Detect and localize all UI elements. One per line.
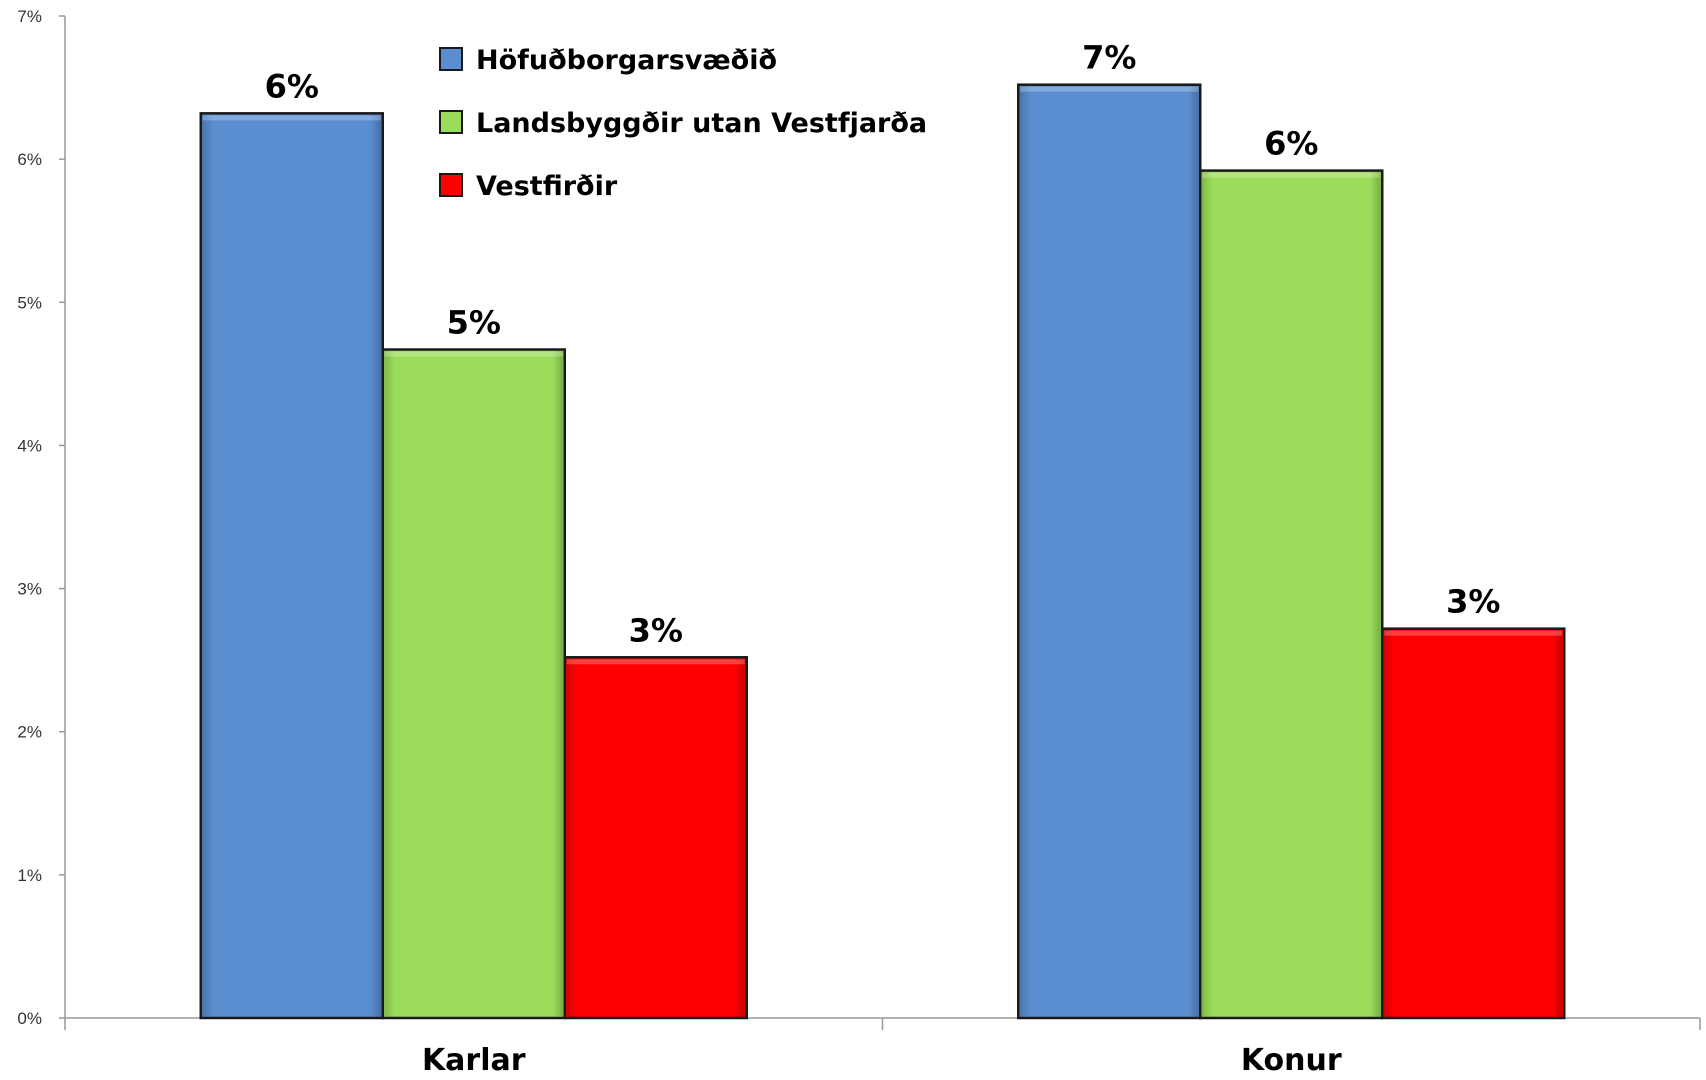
bar-bevel [1383,630,1563,1017]
legend-swatch [439,173,463,197]
bar-bevel [566,658,746,1017]
legend-item: Landsbyggðir utan Vestfjarða [439,108,927,139]
legend-label: Höfuðborgarsvæðið [476,45,777,76]
bar-highlight [1384,630,1563,636]
bar-bevel [202,114,382,1017]
bar-highlight [1202,172,1381,178]
data-label: 3% [629,611,683,649]
legend-item: Höfuðborgarsvæðið [439,45,777,76]
data-label: 6% [265,67,319,105]
bar-karlar-series-1 [199,112,384,1020]
legend-label: Vestfirðir [476,171,618,202]
y-tick-label: 7% [17,7,42,26]
bar-highlight [202,115,381,121]
bar-bevel [384,351,564,1017]
y-tick-label: 5% [17,293,42,312]
bar-bevel [1019,86,1199,1017]
data-label: 3% [1446,583,1500,621]
bar-highlight [1020,86,1199,92]
bar-konur-series-3 [1381,627,1566,1020]
bar-konur-series-2 [1199,169,1384,1020]
y-tick-label: 6% [17,150,42,169]
data-labels: 6% 5% 3% 7% 6% 3% [265,39,1501,650]
category-label: Konur [1241,1043,1342,1078]
bar-karlar-series-2 [381,348,566,1020]
bars [199,83,1566,1020]
bar-karlar-series-3 [563,656,748,1020]
y-tick-label: 3% [17,580,42,599]
bar-bevel [1201,172,1381,1017]
y-tick-label: 4% [17,436,42,455]
bar-highlight [566,659,745,665]
legend-swatch [439,47,463,71]
category-label: Karlar [422,1043,526,1078]
y-tick-label: 0% [17,1009,42,1028]
data-label: 7% [1082,39,1136,77]
data-label: 5% [447,304,501,342]
y-tick-label: 1% [17,866,42,885]
legend-swatch [439,110,463,134]
legend-item: Vestfirðir [439,171,618,202]
legend-label: Landsbyggðir utan Vestfjarða [476,108,927,139]
y-tick-label: 2% [17,723,42,742]
legend: Höfuðborgarsvæðið Landsbyggðir utan Vestf… [439,45,927,202]
data-label: 6% [1264,125,1318,163]
bar-konur-series-1 [1017,83,1202,1020]
bar-highlight [384,351,563,357]
